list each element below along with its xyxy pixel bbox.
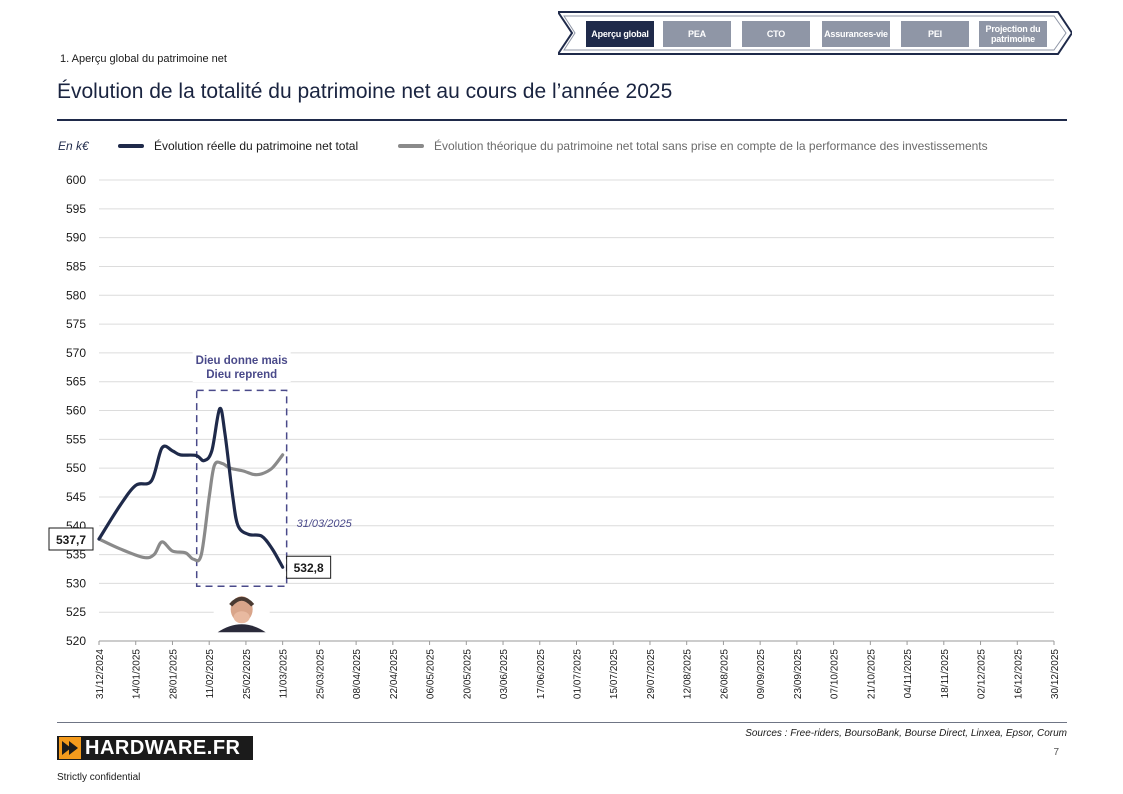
legend-swatch-theorique <box>398 144 424 148</box>
y-tick-label: 590 <box>66 231 86 245</box>
x-tick-label: 28/01/2025 <box>168 649 179 699</box>
end-date-label: 31/03/2025 <box>297 518 353 530</box>
face-photo-hair <box>229 596 255 607</box>
nav-tab-cto[interactable]: CTO <box>742 21 810 47</box>
x-tick-label: 22/04/2025 <box>389 649 400 699</box>
x-tick-label: 17/06/2025 <box>536 649 547 699</box>
x-tick-label: 29/07/2025 <box>646 649 657 699</box>
end-value-box <box>286 555 332 579</box>
y-tick-label: 575 <box>66 317 86 331</box>
y-tick-label: 580 <box>66 288 86 302</box>
annotation-title-line1: Dieu donne mais <box>196 355 288 367</box>
annotation-title-line2: Dieu reprend <box>206 369 277 381</box>
y-tick-label: 550 <box>66 461 86 475</box>
legend-label-reel: Évolution réelle du patrimoine net total <box>154 139 359 153</box>
confidential-note: Strictly confidential <box>57 772 141 783</box>
nav-tab-apercu-global[interactable]: Aperçu global <box>586 21 654 47</box>
x-tick-label: 18/11/2025 <box>940 649 951 699</box>
y-tick-label: 600 <box>66 173 86 187</box>
x-tick-label: 11/03/2025 <box>279 649 290 699</box>
legend-item-reel: Évolution réelle du patrimoine net total <box>118 139 358 153</box>
y-tick-label: 520 <box>66 634 86 648</box>
sources-note: Sources : Free-riders, BoursoBank, Bours… <box>745 728 1067 739</box>
hardware-fr-logo: HARDWARE.FR <box>57 736 253 760</box>
y-tick-label: 525 <box>66 605 86 619</box>
legend-swatch-reel <box>118 144 144 148</box>
title-divider <box>57 119 1067 121</box>
x-tick-label: 14/01/2025 <box>132 649 143 699</box>
logo-icon <box>59 737 81 759</box>
x-tick-label: 11/02/2025 <box>205 649 216 699</box>
face-photo-hands <box>233 611 250 624</box>
x-tick-label: 04/11/2025 <box>903 649 914 699</box>
page-number: 7 <box>1053 747 1059 758</box>
series-line-reel <box>97 406 285 569</box>
x-tick-label: 09/09/2025 <box>756 649 767 699</box>
x-tick-label: 16/12/2025 <box>1013 649 1024 699</box>
logo-text: HARDWARE.FR <box>85 736 241 759</box>
x-tick-label: 07/10/2025 <box>830 649 841 699</box>
unit-label: En k€ <box>58 139 89 153</box>
x-tick-label: 15/07/2025 <box>609 649 620 699</box>
y-tick-label: 585 <box>66 259 86 273</box>
x-tick-label: 23/09/2025 <box>793 649 804 699</box>
x-tick-label: 25/02/2025 <box>242 649 253 699</box>
y-tick-label: 595 <box>66 202 86 216</box>
face-photo-shoulders <box>217 624 266 633</box>
series-line-theorique <box>97 453 285 563</box>
start-value-label: 537,7 <box>56 533 86 547</box>
y-tick-label: 570 <box>66 346 86 360</box>
page-title: Évolution de la totalité du patrimoine n… <box>57 80 673 103</box>
x-tick-label: 03/06/2025 <box>499 649 510 699</box>
x-tick-label: 06/05/2025 <box>426 649 437 699</box>
y-tick-label: 565 <box>66 375 86 389</box>
nav-tab-pea[interactable]: PEA <box>663 21 731 47</box>
x-tick-label: 12/08/2025 <box>683 649 694 699</box>
x-tick-label: 26/08/2025 <box>719 649 730 699</box>
x-tick-label: 21/10/2025 <box>866 649 877 699</box>
end-value-label: 532,8 <box>294 561 324 575</box>
y-tick-label: 560 <box>66 404 86 418</box>
start-value-box <box>48 527 94 551</box>
x-tick-label: 20/05/2025 <box>462 649 473 699</box>
x-tick-label: 31/12/2024 <box>95 649 106 699</box>
x-tick-label: 01/07/2025 <box>573 649 584 699</box>
section-label: 1. Aperçu global du patrimoine net <box>60 53 227 65</box>
legend-label-theorique: Évolution théorique du patrimoine net to… <box>434 139 988 153</box>
y-tick-label: 535 <box>66 548 86 562</box>
x-tick-label: 30/12/2025 <box>1050 649 1061 699</box>
nav-tab-projection[interactable]: Projection du patrimoine <box>979 21 1047 47</box>
legend-item-theorique: Évolution théorique du patrimoine net to… <box>398 139 988 153</box>
footer-divider <box>57 722 1067 723</box>
section-navigation: Aperçu global PEA CTO Assurances-vie PEI… <box>558 10 1072 56</box>
annotation-box <box>195 389 288 588</box>
x-tick-label: 08/04/2025 <box>352 649 363 699</box>
y-tick-label: 555 <box>66 432 86 446</box>
nav-tab-pei[interactable]: PEI <box>901 21 969 47</box>
x-tick-label: 02/12/2025 <box>977 649 988 699</box>
nav-tab-assurances-vie[interactable]: Assurances-vie <box>822 21 890 47</box>
y-tick-label: 545 <box>66 490 86 504</box>
y-tick-label: 530 <box>66 576 86 590</box>
x-tick-label: 25/03/2025 <box>315 649 326 699</box>
annotation-title-bg <box>192 350 291 382</box>
